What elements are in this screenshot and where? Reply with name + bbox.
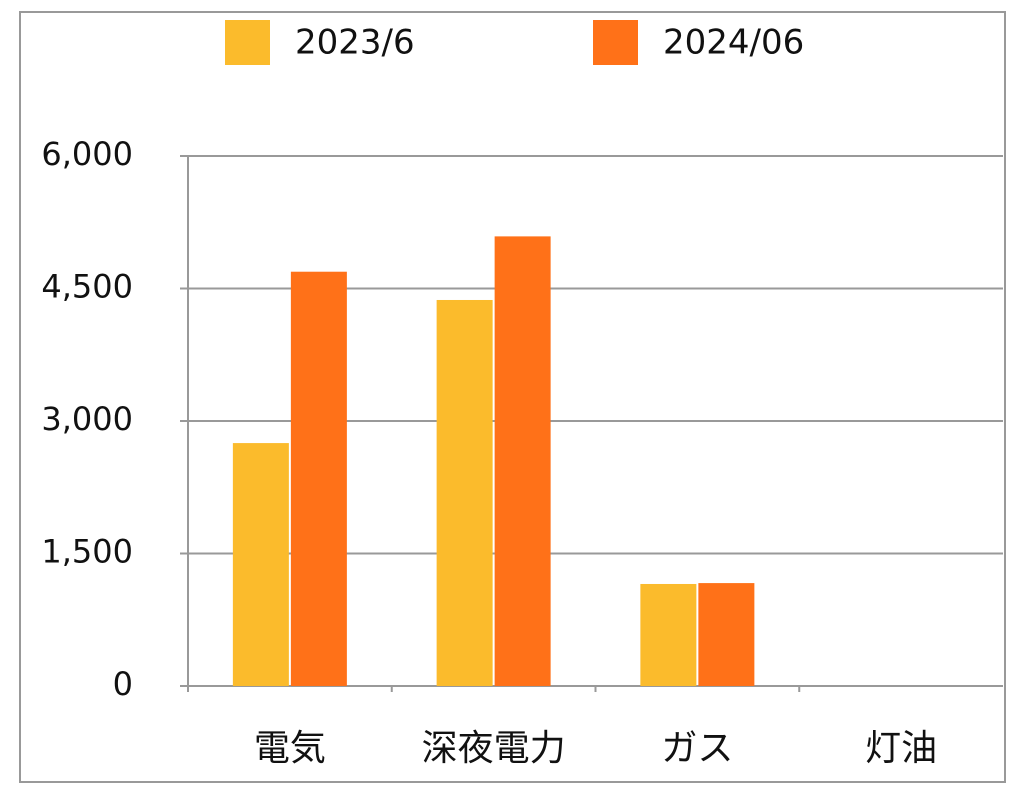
legend-swatch [225, 20, 270, 65]
bar [290, 271, 347, 686]
x-tick-label: 電気 [254, 728, 326, 769]
legend-label: 2023/6 [295, 23, 415, 63]
bar [436, 299, 493, 686]
x-tick-label: 灯油 [865, 728, 937, 769]
x-tick-label: ガス [661, 728, 733, 769]
y-tick-label: 3,000 [41, 400, 133, 438]
x-tick-label: 深夜電力 [422, 728, 566, 769]
y-tick-label: 0 [113, 665, 133, 703]
legend-label: 2024/06 [663, 23, 804, 63]
y-tick-label: 1,500 [41, 533, 133, 571]
bar [698, 583, 755, 686]
y-tick-label: 6,000 [41, 135, 133, 173]
y-tick-label: 4,500 [41, 268, 133, 306]
bar [494, 236, 551, 686]
bar [640, 583, 697, 686]
legend-swatch [593, 20, 638, 65]
bar [232, 443, 289, 686]
